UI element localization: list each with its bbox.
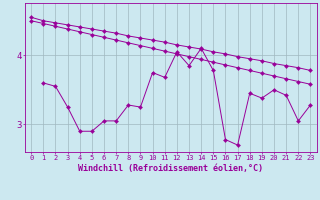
X-axis label: Windchill (Refroidissement éolien,°C): Windchill (Refroidissement éolien,°C) (78, 164, 263, 173)
